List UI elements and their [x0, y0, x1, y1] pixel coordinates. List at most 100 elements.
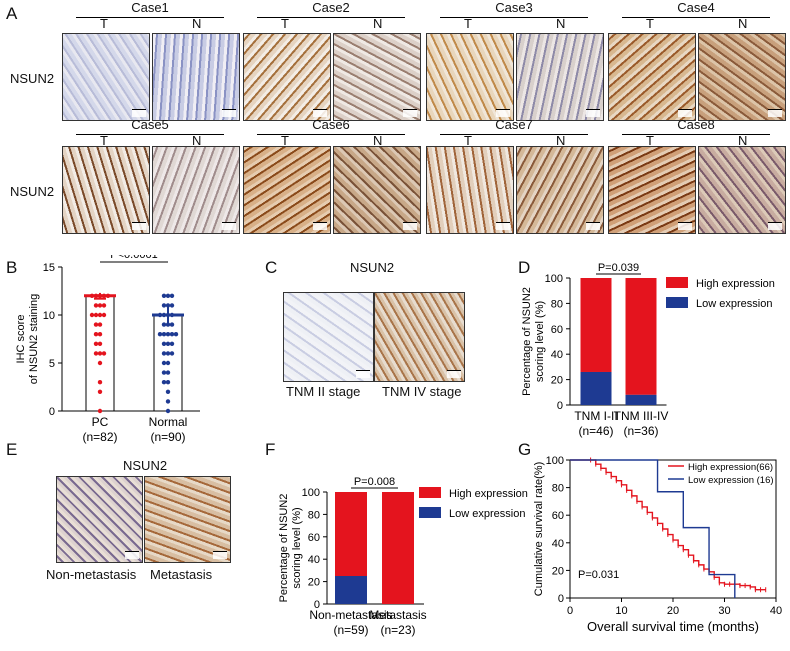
panel-letter-c: C	[265, 258, 278, 277]
case-title: Case8	[677, 117, 715, 132]
scale-bar	[222, 222, 236, 230]
data-point	[161, 360, 167, 366]
x-tick-label: 10	[615, 605, 627, 617]
normal-ihc-image	[333, 33, 421, 121]
legend-label-low: Low expression (16)	[688, 475, 774, 486]
panel-letter-a: A	[6, 4, 18, 23]
normal-ihc-image	[698, 33, 786, 121]
category-n-label: (n=90)	[150, 430, 185, 444]
panel-c-title: NSUN2	[350, 260, 395, 275]
panel-e-title: NSUN2	[123, 458, 168, 473]
case-title: Case7	[495, 117, 533, 132]
data-point	[161, 293, 167, 298]
panel-d-stacked-bar-chart: 0 20 40 60 80 100 Percentage of NSUN2 scoring l…	[521, 262, 775, 438]
scale-bar	[403, 222, 417, 230]
legend-label-high: High expression(66)	[688, 462, 773, 473]
low-expression-curve	[570, 459, 736, 598]
data-point	[93, 293, 99, 298]
x-tick-label: 30	[718, 605, 730, 617]
data-point	[97, 389, 103, 394]
scale-bar	[496, 109, 510, 117]
tumor-ihc-image	[62, 146, 150, 234]
data-point	[165, 341, 171, 346]
y-tick-label: 100	[546, 455, 564, 467]
legend-label-low: Low expression	[696, 298, 772, 310]
normal-ihc-image	[698, 146, 786, 234]
case-bracket-line	[257, 17, 405, 18]
data-point	[161, 341, 167, 346]
normal-ihc-image	[516, 146, 604, 234]
normal-label: N	[192, 16, 202, 31]
tumor-ihc-image	[426, 33, 514, 121]
data-point	[165, 408, 171, 414]
scale-bar	[768, 109, 782, 117]
data-point	[97, 341, 103, 346]
y-tick-label: 100	[545, 273, 563, 285]
y-tick-label: 60	[552, 510, 564, 522]
y-axis-label-line2: scoring level (%)	[291, 507, 303, 588]
y-tick-label: 20	[308, 577, 320, 589]
scale-bar	[678, 109, 692, 117]
data-point	[101, 293, 107, 298]
scale-bar	[213, 551, 227, 559]
data-point	[169, 312, 175, 318]
scale-bar	[313, 222, 327, 230]
case-bracket-line	[76, 134, 224, 135]
case-bracket-line	[440, 134, 588, 135]
data-point	[169, 332, 175, 337]
normal-label: N	[373, 16, 383, 31]
legend-swatch-low	[666, 297, 688, 308]
scale-bar	[132, 109, 146, 117]
case-bracket-line	[257, 134, 405, 135]
panel-b-scatter-chart: 0 5 10 15 IHC score of NSUN2 staining P<0.0001…	[15, 255, 200, 444]
y-tick-label: 40	[551, 349, 563, 361]
normal-label: N	[556, 133, 566, 148]
data-point	[169, 341, 175, 346]
data-point	[165, 322, 171, 327]
tumor-ihc-image	[426, 146, 514, 234]
scale-bar	[132, 222, 146, 230]
category-n-label: (n=82)	[82, 430, 117, 444]
data-point	[105, 293, 111, 298]
data-point	[165, 370, 171, 375]
scale-bar	[125, 551, 139, 559]
case-title: Case3	[495, 0, 533, 15]
data-point	[97, 303, 103, 308]
y-tick-label: 40	[552, 538, 564, 550]
panel-letter-f: F	[265, 440, 276, 459]
y-tick-label: 60	[551, 324, 563, 336]
case-title: Case4	[677, 0, 715, 15]
nsun2-row-label-2: NSUN2	[10, 184, 55, 199]
data-point	[165, 312, 171, 318]
y-axis-label-line2: scoring level (%)	[534, 301, 546, 382]
normal-label: N	[556, 16, 566, 31]
category-label: Non-metastasis	[309, 608, 392, 622]
panel-f-stacked-bar-chart: 0 20 40 60 80 100 Percentage of NSUN2 scoring l…	[278, 476, 528, 637]
data-point	[169, 293, 175, 298]
tumor-label: T	[464, 133, 472, 148]
tumor-ihc-image	[608, 33, 696, 121]
data-point	[161, 322, 167, 327]
y-tick-label: 80	[308, 509, 320, 521]
data-point	[89, 293, 95, 298]
normal-ihc-image	[516, 33, 604, 121]
case-title: Case6	[312, 117, 350, 132]
case-bracket-line	[76, 17, 224, 18]
tnm-ii-stage-image	[283, 292, 374, 382]
data-point	[165, 380, 171, 385]
legend-label-low: Low expression	[449, 508, 525, 520]
case-title: Case1	[131, 0, 169, 15]
category-n-label: (n=59)	[333, 623, 368, 637]
y-tick-label: 20	[551, 375, 563, 387]
data-point	[161, 303, 167, 308]
y-tick-label: 80	[551, 298, 563, 310]
normal-ihc-image	[152, 33, 240, 121]
data-point	[165, 399, 171, 404]
x-tick-label: 20	[667, 605, 679, 617]
data-point	[97, 293, 103, 298]
tumor-label: T	[646, 133, 654, 148]
high-expression-bar	[335, 492, 367, 576]
normal-ihc-image	[152, 146, 240, 234]
normal-label: N	[738, 133, 748, 148]
tumor-label: T	[464, 16, 472, 31]
